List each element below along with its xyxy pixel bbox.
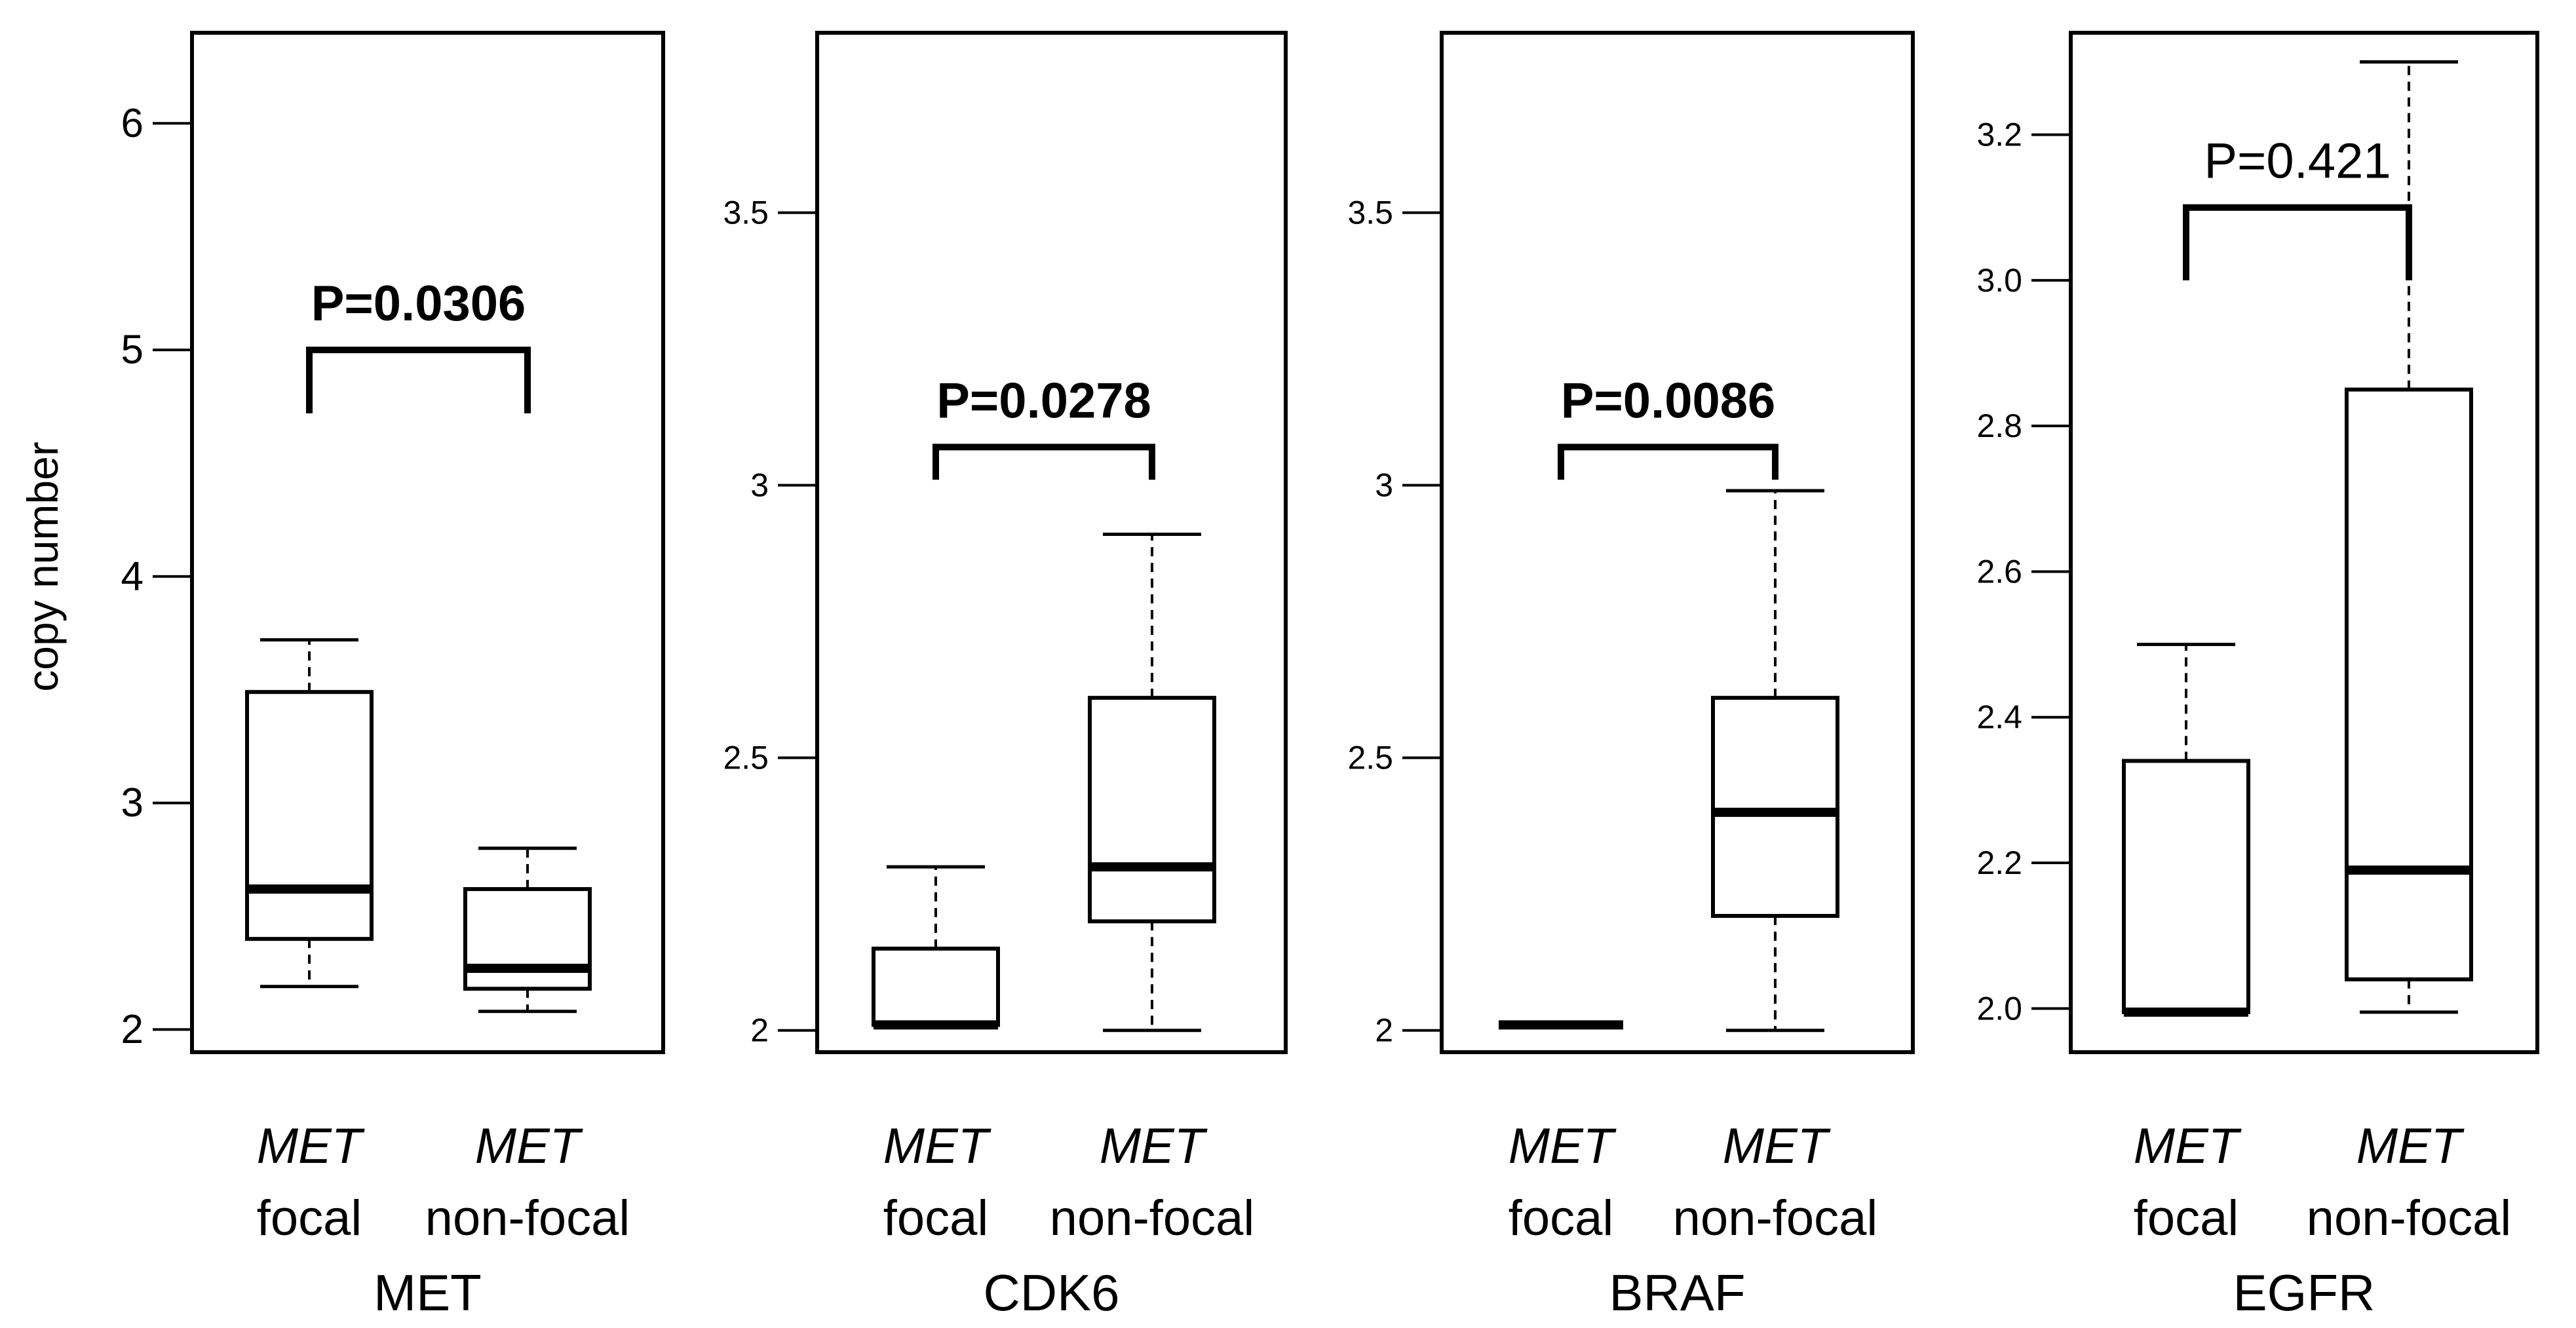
p-value-label: P=0.0278 (936, 373, 1151, 428)
significance-bracket (306, 347, 531, 413)
gene-label: CDK6 (983, 1264, 1119, 1321)
group-label-line2: focal (1509, 1190, 1614, 1246)
group-label-line2: focal (257, 1190, 362, 1246)
y-tick-label: 3.5 (1347, 195, 1393, 231)
p-value-label: P=0.0086 (1561, 373, 1776, 428)
y-tick-label: 2.2 (1976, 844, 2022, 881)
group-label-line1: MET (1509, 1118, 1617, 1174)
gene-label: EGFR (2233, 1264, 2375, 1321)
y-tick-label: 4 (121, 554, 144, 599)
box-focal (245, 638, 374, 989)
y-tick-label: 2 (1375, 1012, 1393, 1049)
gene-label: BRAF (1609, 1264, 1745, 1321)
y-tick-label: 2.4 (1976, 699, 2022, 736)
box-focal (2122, 643, 2250, 1017)
group-label-line1: MET (883, 1118, 991, 1174)
y-tick-label: 3 (121, 780, 144, 825)
box-nonfocal (1711, 489, 1839, 1033)
significance-bracket (2183, 204, 2412, 280)
panel-frame (2069, 31, 2539, 1054)
significance-bracket (932, 444, 1155, 480)
box-nonfocal (1088, 533, 1216, 1033)
significance-bracket (1558, 444, 1778, 480)
y-tick-label: 5 (121, 328, 144, 373)
group-label-line2: focal (883, 1190, 989, 1246)
group-label-line2: non-focal (1050, 1190, 1255, 1246)
gene-label: MET (374, 1264, 482, 1321)
y-tick-label: 2.5 (723, 740, 769, 776)
y-tick-label: 2.5 (1347, 740, 1393, 776)
group-label-line1: MET (475, 1118, 583, 1174)
group-label-line1: MET (1100, 1118, 1208, 1174)
iqr-box (2122, 759, 2250, 1014)
iqr-box (463, 887, 592, 991)
y-axis-label: copy number (18, 442, 67, 692)
group-label-line2: focal (2134, 1190, 2239, 1246)
p-value-label: P=0.0306 (311, 276, 526, 332)
y-tick-label: 2 (121, 1007, 144, 1052)
y-tick-label: 3.0 (1976, 262, 2022, 299)
y-tick-label: 2 (750, 1012, 769, 1049)
panel-egfr: 2.0 2.2 2.4 2.6 2.8 3.0 3.2 MET focal MET non-foca… (1976, 31, 2539, 1321)
panel-frame (815, 31, 1288, 1054)
y-tick-label: 3.5 (723, 195, 769, 231)
panel-braf: 2 2.5 3 3.5 MET focal MET non-focal P=0.0086 BRAF (1347, 31, 1915, 1321)
group-label-line1: MET (2356, 1118, 2465, 1174)
panels: 23456METfocalMETnon-focalP=0.0306MET22.5… (121, 31, 2539, 1321)
iqr-box (2345, 387, 2473, 981)
y-tick-label: 3 (750, 467, 769, 504)
y-tick-label: 2.6 (1976, 553, 2022, 590)
iqr-box (872, 946, 1000, 1027)
y-tick-label: 3.2 (1976, 117, 2022, 153)
p-value-label: P=0.421 (2204, 134, 2391, 189)
panel-frame (1440, 31, 1915, 1054)
group-label-line1: MET (2134, 1118, 2242, 1174)
group-label-line2: non-focal (1673, 1190, 1878, 1246)
panel-cdk6: 2 2.5 3 3.5 MET focal MET non-focal P=0.0278 CDK6 (723, 31, 1288, 1321)
y-tick-label: 2.8 (1976, 408, 2022, 444)
iqr-box (1711, 696, 1839, 918)
iqr-box (1088, 696, 1216, 924)
group-label-line2: non-focal (2307, 1190, 2512, 1246)
iqr-box (245, 690, 374, 941)
box-nonfocal (463, 846, 592, 1014)
box-focal (872, 865, 1000, 1030)
y-tick-label: 2.0 (1976, 990, 2022, 1027)
panel-frame (190, 31, 665, 1054)
y-tick-label: 6 (121, 101, 144, 146)
y-tick-label: 3 (1375, 467, 1393, 504)
group-label-line1: MET (257, 1118, 365, 1174)
group-label-line1: MET (1723, 1118, 1831, 1174)
group-label-line2: non-focal (425, 1190, 630, 1246)
box-nonfocal (2345, 60, 2473, 1014)
